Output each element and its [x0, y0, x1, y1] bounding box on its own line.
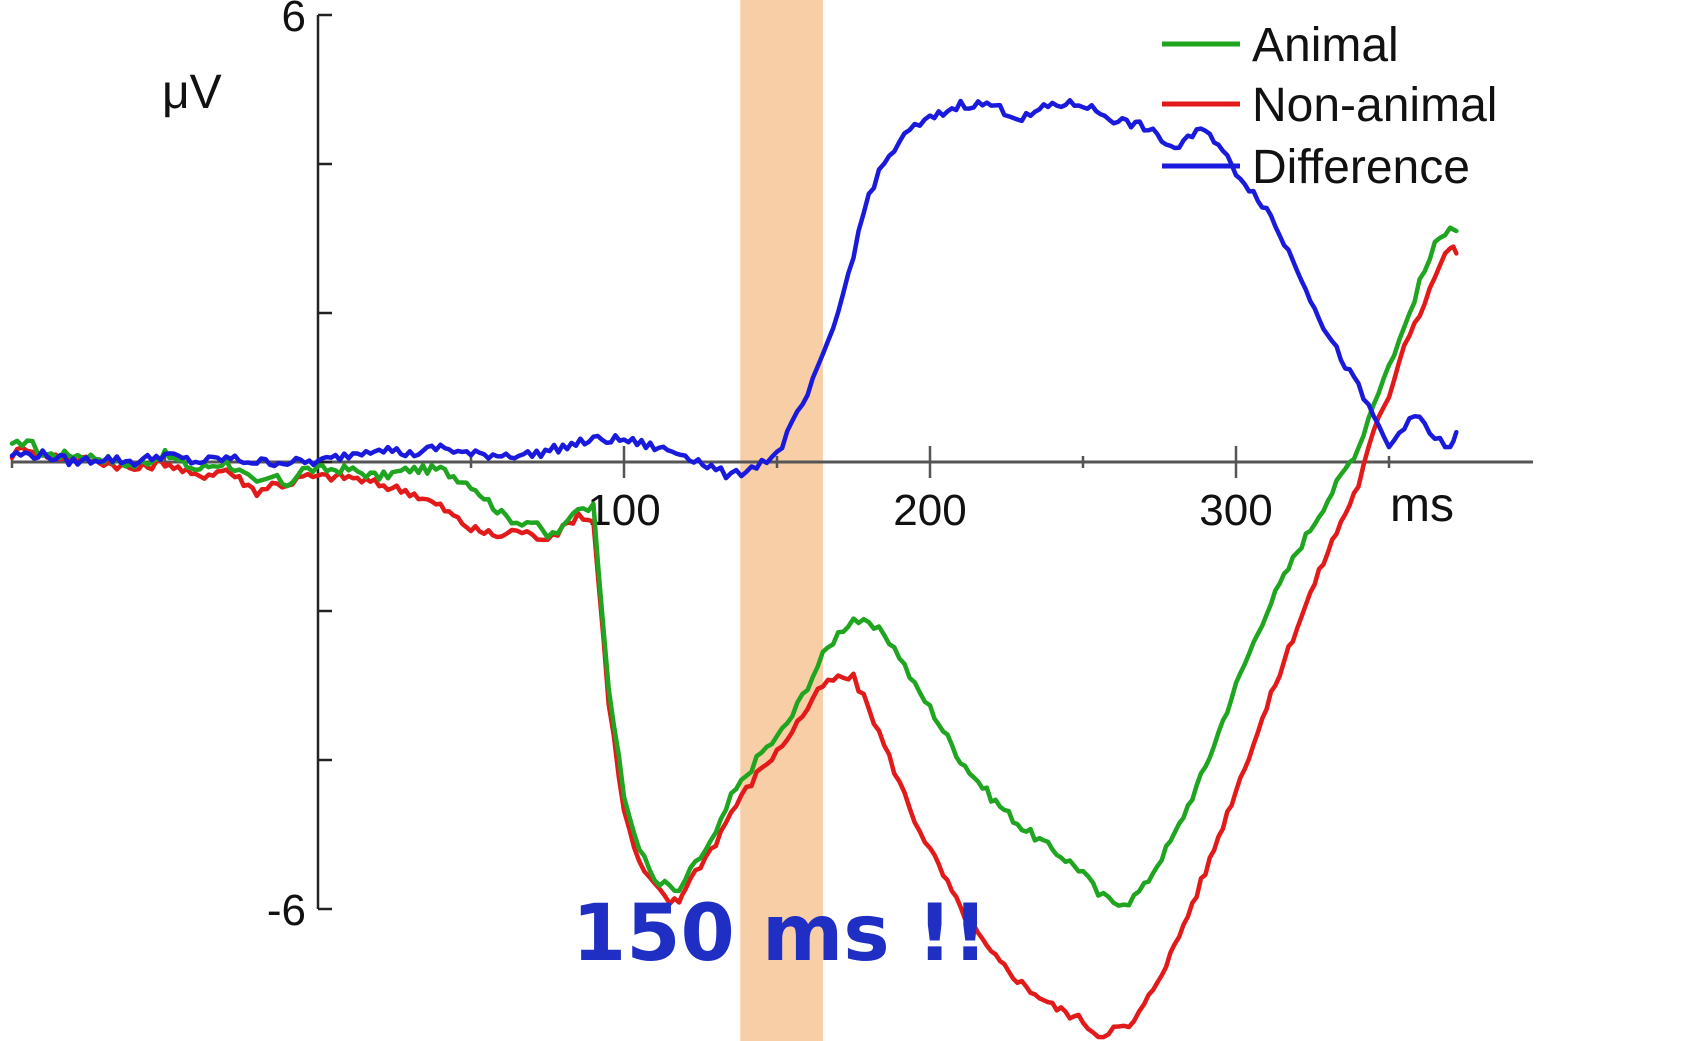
- legend-label-difference: Difference: [1252, 141, 1470, 194]
- series-group: [9, 98, 1459, 1040]
- y-tick-label: -6: [267, 886, 306, 935]
- x-axis-unit-label: ms: [1390, 479, 1454, 532]
- series-line-difference: [9, 98, 1459, 481]
- series-line-animal: [9, 225, 1459, 908]
- y-tick-label: 6: [282, 0, 306, 41]
- legend: Animal Non-animal Difference: [1162, 19, 1497, 194]
- series-line-non-animal: [9, 244, 1459, 1040]
- legend-label-non-animal: Non-animal: [1252, 79, 1497, 132]
- y-axis-unit-label: μV: [162, 66, 222, 119]
- highlight-band: [740, 0, 823, 1041]
- x-tick-label: 100: [587, 486, 660, 535]
- x-tick-label: 300: [1199, 486, 1272, 535]
- x-tick-labels: 100 200 300: [587, 486, 1272, 535]
- y-tick-labels: 6 -6: [267, 0, 306, 935]
- annotation-150ms: 150 ms !!: [572, 889, 988, 979]
- legend-label-animal: Animal: [1252, 19, 1399, 72]
- y-minor-ticks: [318, 13, 332, 911]
- x-tick-label: 200: [893, 486, 966, 535]
